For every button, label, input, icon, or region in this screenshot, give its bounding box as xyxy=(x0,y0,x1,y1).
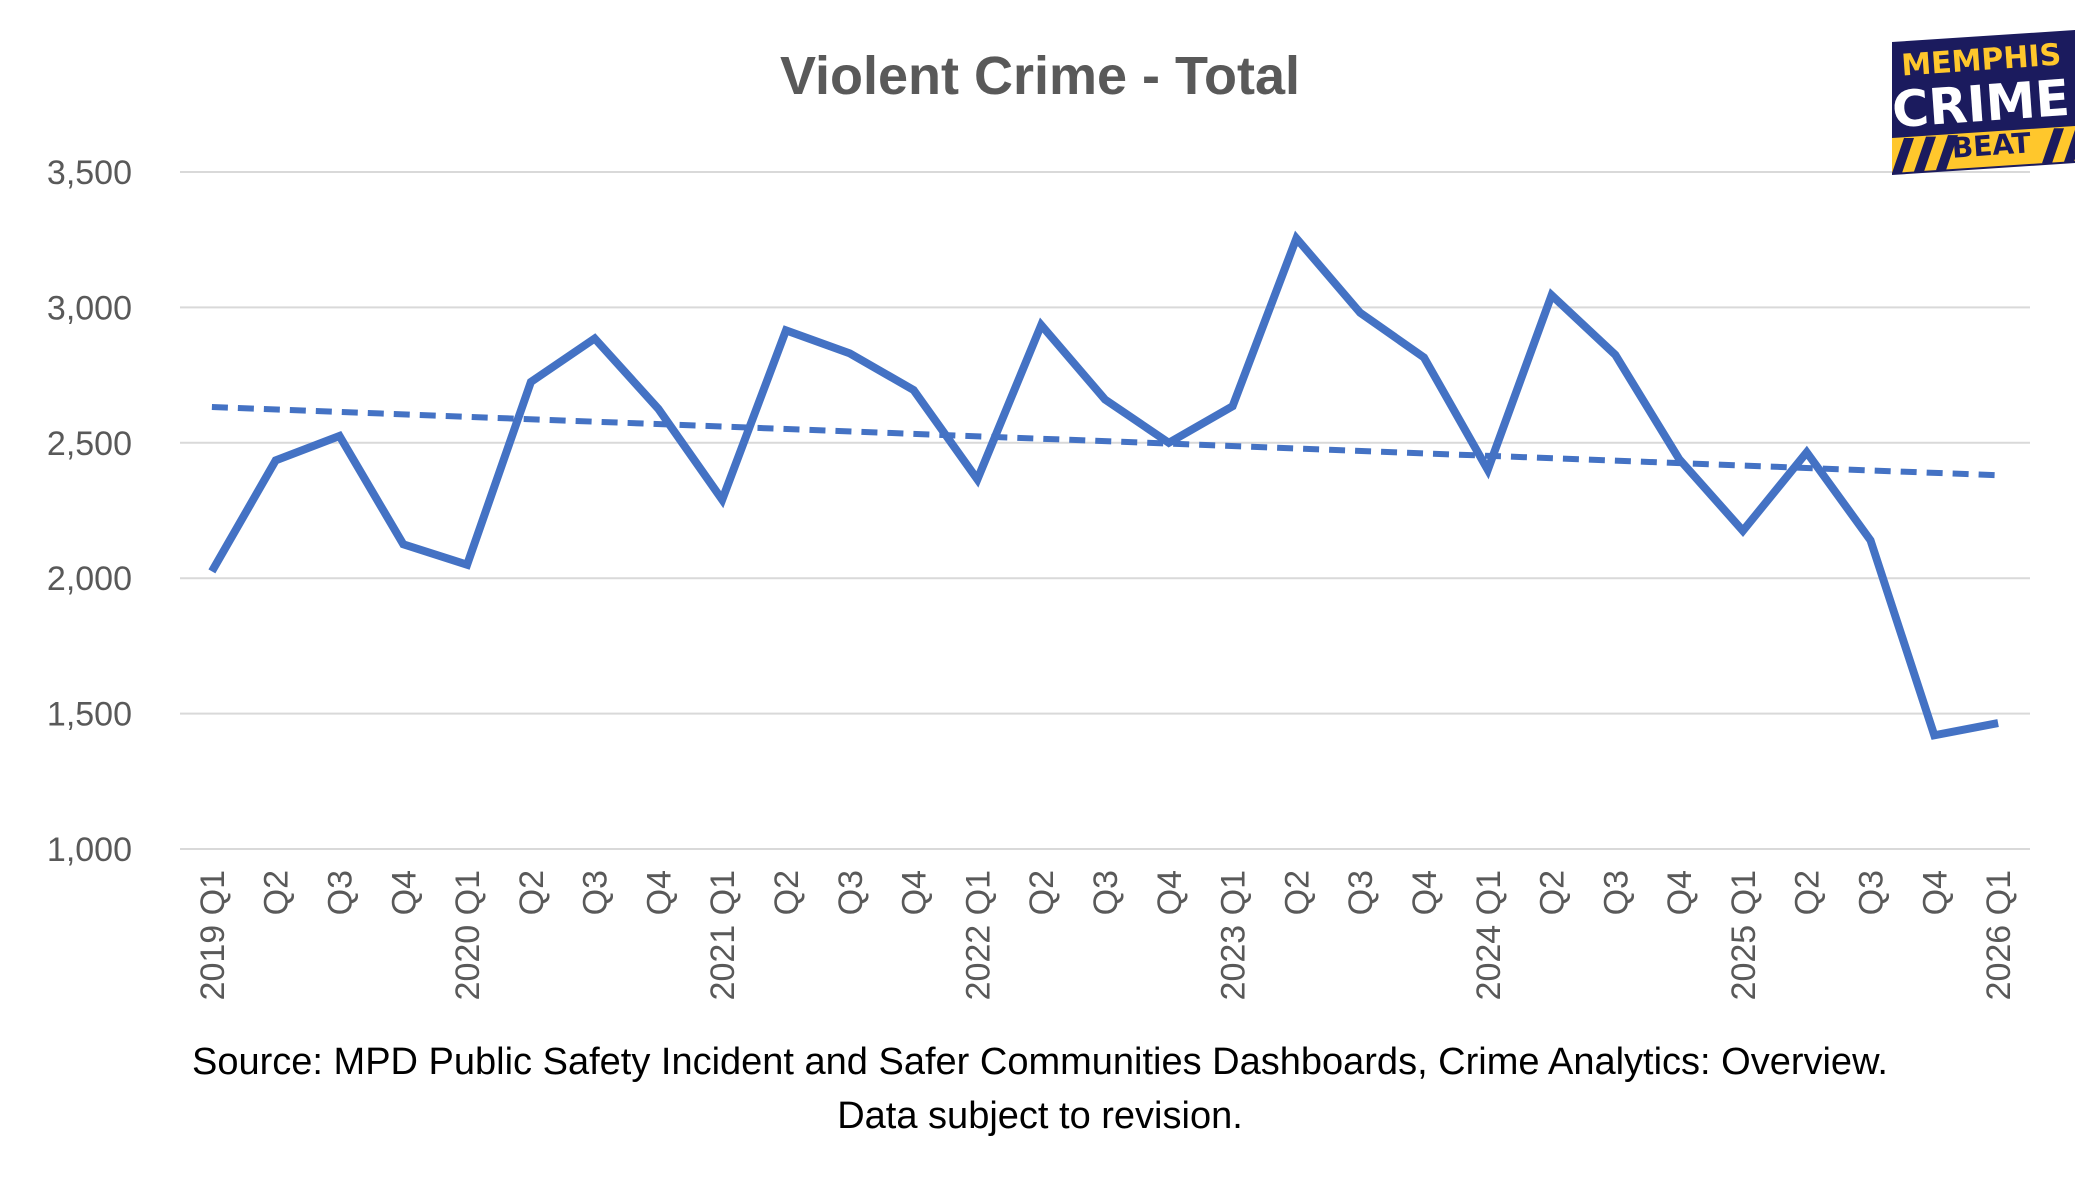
y-axis-tick-labels: 1,000 1,500 2,000 2,500 3,000 3,500 xyxy=(47,154,132,869)
memphis-crime-beat-logo: MEMPHIS CRIME BEAT xyxy=(1890,30,2075,175)
x-tick-label: 2019 Q1 xyxy=(194,870,232,1000)
x-tick-label: 2020 Q1 xyxy=(449,870,487,1000)
x-tick-label: Q3 xyxy=(1597,870,1635,915)
x-tick-label: 2022 Q1 xyxy=(959,870,997,1000)
y-tick-label: 3,000 xyxy=(47,289,132,327)
x-tick-label: Q3 xyxy=(832,870,870,915)
logo-text-crime: CRIME xyxy=(1890,69,2071,139)
x-tick-label: Q2 xyxy=(258,870,296,915)
source-note-line-2: Data subject to revision. xyxy=(837,1095,1243,1137)
x-tick-label: Q2 xyxy=(768,870,806,915)
logo-yellow-band xyxy=(1892,126,2075,173)
logo-stripe xyxy=(1892,138,1914,173)
x-tick-label: Q4 xyxy=(640,870,678,915)
x-tick-label: 2025 Q1 xyxy=(1725,870,1763,1000)
x-tick-label: 2024 Q1 xyxy=(1470,870,1508,1000)
x-tick-label: 2026 Q1 xyxy=(1980,870,2018,1000)
x-tick-label: Q2 xyxy=(1789,870,1827,915)
x-tick-label: Q2 xyxy=(1534,870,1572,915)
x-tick-label: Q3 xyxy=(1853,870,1891,915)
x-axis-tick-labels: 2019 Q1 Q2 Q3 Q4 2020 Q1 Q2 Q3 Q4 2021 Q1 Q2 Q3 Q4 2… xyxy=(194,870,2018,1000)
source-note-line-1: Source: MPD Public Safety Incident and S… xyxy=(192,1041,1888,1083)
logo-stripe xyxy=(2064,129,2075,162)
y-tick-label: 2,500 xyxy=(47,425,132,463)
logo-stripe xyxy=(1914,136,1936,172)
x-tick-label: 2023 Q1 xyxy=(1215,870,1253,1000)
logo-stripe xyxy=(1936,135,1958,171)
x-tick-label: Q2 xyxy=(513,870,551,915)
y-tick-label: 2,000 xyxy=(47,560,132,598)
y-tick-label: 1,500 xyxy=(47,696,132,734)
series-line xyxy=(208,230,1999,740)
x-tick-label: 2021 Q1 xyxy=(704,870,742,1000)
x-tick-label: Q3 xyxy=(1087,870,1125,915)
logo-caution-stripes xyxy=(1892,126,2075,173)
x-tick-label: Q2 xyxy=(1023,870,1061,915)
x-tick-label: Q3 xyxy=(321,870,359,915)
trendline xyxy=(211,404,1999,479)
logo-text-beat: BEAT xyxy=(1951,126,2032,164)
x-tick-label: Q2 xyxy=(1278,870,1316,915)
chart-title: Violent Crime - Total xyxy=(780,46,1300,106)
source-note: Source: MPD Public Safety Incident and S… xyxy=(192,1041,1888,1137)
trendline-layer xyxy=(211,404,1999,479)
x-tick-label: Q4 xyxy=(896,870,934,915)
x-tick-label: Q4 xyxy=(1151,870,1189,915)
x-tick-label: Q4 xyxy=(1661,870,1699,915)
x-tick-label: Q4 xyxy=(1406,870,1444,915)
x-tick-label: Q4 xyxy=(385,870,423,915)
x-tick-label: Q3 xyxy=(577,870,615,915)
y-tick-label: 3,500 xyxy=(47,154,132,192)
x-tick-label: Q4 xyxy=(1916,870,1954,915)
y-tick-label: 1,000 xyxy=(47,831,132,869)
series-layer xyxy=(208,230,1999,740)
logo-stripe xyxy=(2042,128,2064,164)
x-tick-label: Q3 xyxy=(1342,870,1380,915)
